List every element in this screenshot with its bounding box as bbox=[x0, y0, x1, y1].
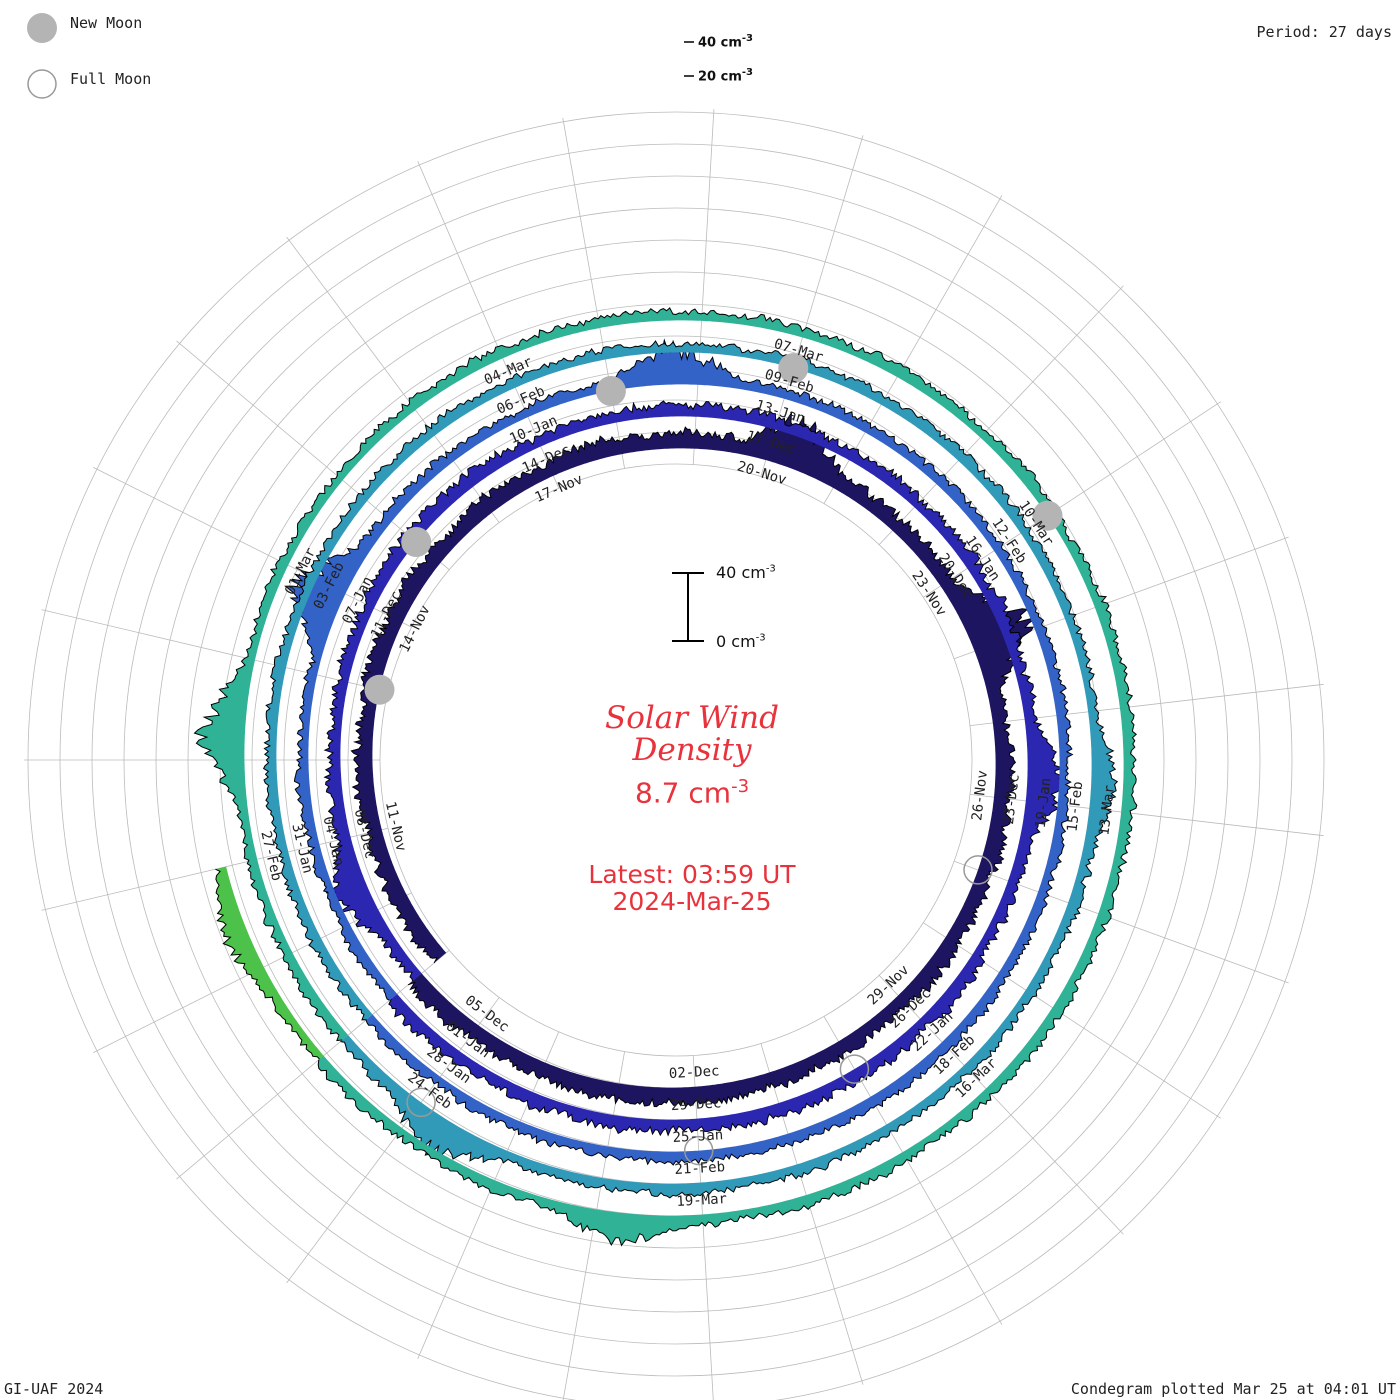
date-label: 19-Jan bbox=[1033, 777, 1055, 829]
density-ring-trace bbox=[284, 338, 1074, 1166]
density-ring-trace bbox=[215, 868, 320, 1060]
current-density-exponent: -3 bbox=[731, 776, 750, 797]
peak-scale-top-label: 40 cm-3 bbox=[698, 33, 753, 50]
density-ring-trace bbox=[193, 307, 1138, 1247]
grid-spoke bbox=[176, 340, 450, 571]
grid-spoke bbox=[41, 827, 389, 911]
grid-spoke bbox=[41, 609, 389, 693]
full-moon-marker bbox=[406, 1087, 436, 1118]
current-density-value: 8.7 cm bbox=[634, 776, 732, 810]
density-ring-trace bbox=[262, 340, 1119, 1199]
new-moon-marker bbox=[1032, 500, 1063, 531]
grid-spoke bbox=[176, 949, 450, 1180]
peak-scale-top-exponent: -3 bbox=[741, 33, 753, 44]
scale-bar bbox=[672, 572, 704, 642]
grid-spoke bbox=[692, 1055, 714, 1400]
chart-title-line2: Density bbox=[632, 732, 752, 768]
grid-spoke bbox=[760, 1043, 864, 1385]
latest-date: 2024-Mar-25 bbox=[612, 887, 772, 916]
plotted-timestamp: Condegram plotted Mar 25 at 04:01 UT bbox=[1070, 1380, 1396, 1398]
full-moon-marker bbox=[839, 1054, 870, 1084]
peak-scale-top-text: 40 cm bbox=[698, 35, 742, 51]
date-label: 02-Dec bbox=[668, 1063, 719, 1082]
scale-bottom-exponent: -3 bbox=[755, 632, 766, 644]
new-moon-marker bbox=[401, 527, 432, 557]
moon-markers bbox=[364, 353, 1063, 1166]
chart-title-line1: Solar Wind bbox=[604, 700, 779, 736]
grid-spoke bbox=[417, 1031, 560, 1359]
scale-top-label: 40 cm-3 bbox=[716, 563, 776, 582]
grid-spoke bbox=[286, 997, 500, 1284]
credit-label: GI-UAF 2024 bbox=[4, 1380, 104, 1398]
date-label: 13-Mar bbox=[1096, 784, 1118, 836]
density-ring-trace bbox=[350, 410, 1039, 1109]
grid-spoke bbox=[878, 975, 1124, 1235]
density-ring-trace bbox=[323, 400, 1067, 1137]
grid-spoke bbox=[562, 117, 625, 469]
latest-time: Latest: 03:59 UT bbox=[588, 860, 796, 889]
scale-bottom-text: 0 cm bbox=[716, 632, 756, 651]
new-moon-legend-icon bbox=[27, 13, 57, 43]
grid-spoke bbox=[93, 467, 412, 628]
date-label: 29-Dec bbox=[670, 1095, 721, 1114]
date-label: 21-Feb bbox=[674, 1159, 725, 1178]
current-density: 8.7 cm-3 bbox=[492, 776, 892, 809]
peak-scale-bottom-exponent: -3 bbox=[741, 67, 753, 78]
legend bbox=[27, 13, 57, 99]
date-label: 25-Jan bbox=[672, 1127, 723, 1146]
grid-spoke bbox=[823, 1016, 1003, 1325]
scale-top-exponent: -3 bbox=[765, 563, 776, 575]
new-moon-marker bbox=[778, 353, 809, 384]
full-moon-marker bbox=[963, 855, 993, 885]
peak-scale-bottom-label: 20 cm-3 bbox=[698, 67, 753, 84]
peak-scale-bottom-text: 20 cm bbox=[698, 69, 742, 85]
grid-spoke bbox=[417, 161, 560, 489]
scale-bottom-label: 0 cm-3 bbox=[716, 632, 766, 651]
full-moon-legend-icon bbox=[27, 69, 57, 99]
density-rings bbox=[193, 307, 1138, 1247]
new-moon-marker bbox=[595, 376, 626, 406]
date-label: 19-Mar bbox=[676, 1191, 727, 1210]
new-moon-marker bbox=[364, 674, 395, 705]
date-label: 15-Feb bbox=[1065, 781, 1087, 833]
density-ring-fill bbox=[215, 866, 324, 1060]
period-label: Period: 27 days bbox=[1256, 23, 1392, 41]
full-moon-legend-label: Full Moon bbox=[70, 70, 152, 88]
date-label: 23-Dec bbox=[1001, 773, 1023, 825]
density-ring-fill bbox=[324, 401, 1066, 1136]
peak-scale bbox=[684, 41, 694, 77]
new-moon-legend-label: New Moon bbox=[70, 14, 143, 32]
date-label: 26-Nov bbox=[969, 769, 991, 821]
scale-top-text: 40 cm bbox=[716, 563, 766, 582]
full-moon-marker bbox=[683, 1135, 714, 1166]
